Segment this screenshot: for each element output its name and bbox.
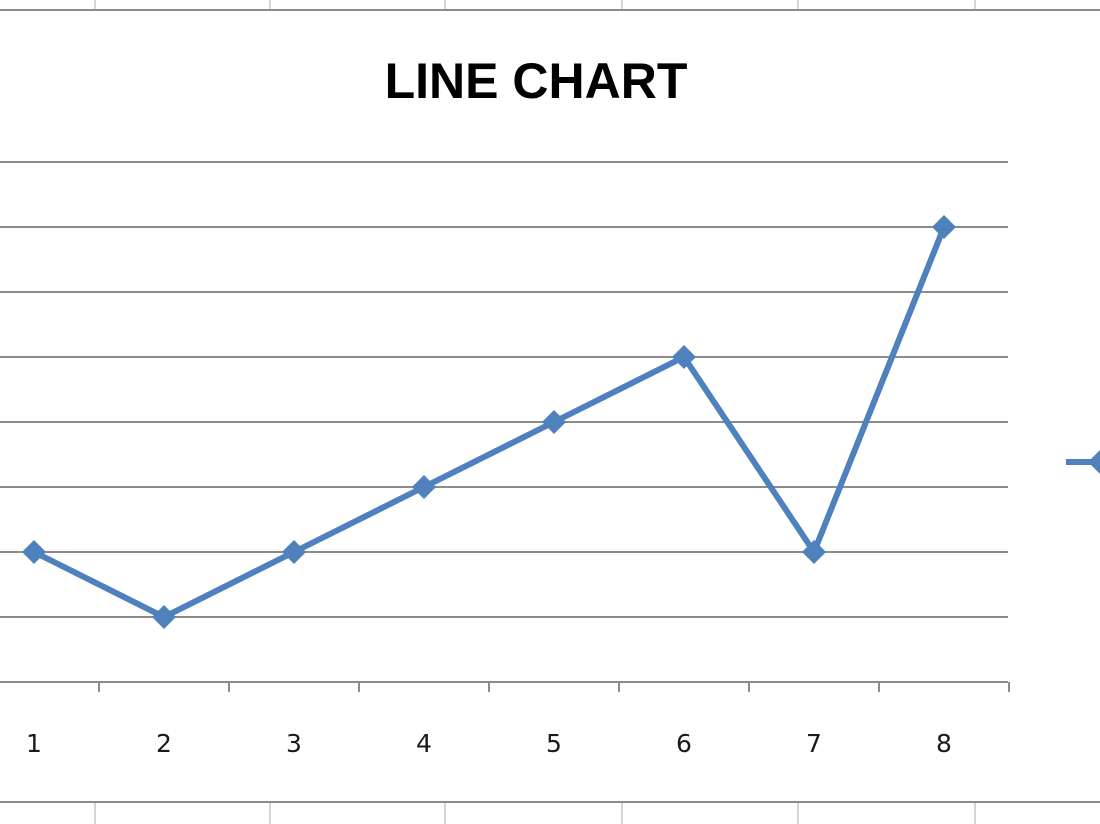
data-point-marker[interactable] (282, 540, 306, 564)
data-point-marker[interactable] (802, 540, 826, 564)
x-tick-label: 5 (546, 729, 562, 758)
x-axis (0, 681, 1010, 692)
x-tick-label: 7 (806, 729, 822, 758)
x-tick-label: 4 (416, 729, 432, 758)
legend[interactable] (1066, 450, 1100, 474)
x-tick-label: 6 (676, 729, 692, 758)
chart-title[interactable]: LINE CHART (385, 53, 688, 109)
series-line[interactable] (32, 225, 947, 621)
series-group[interactable] (22, 215, 956, 629)
gridlines (0, 161, 1008, 618)
data-point-marker[interactable] (152, 605, 176, 629)
legend-marker (1088, 450, 1100, 474)
data-point-marker[interactable] (22, 540, 46, 564)
data-point-marker[interactable] (412, 475, 436, 499)
sheet-gridlines (94, 0, 976, 824)
data-point-marker[interactable] (542, 410, 566, 434)
x-tick-label: 2 (156, 729, 172, 758)
x-tick-label: 8 (936, 729, 952, 758)
x-tick-label: 3 (286, 729, 302, 758)
chart-area[interactable] (0, 9, 1100, 803)
data-point-marker[interactable] (932, 215, 956, 239)
x-tick-label: 1 (26, 729, 42, 758)
x-tick-labels: 1 2 3 4 5 6 7 8 (26, 729, 952, 758)
data-point-marker[interactable] (672, 345, 696, 369)
